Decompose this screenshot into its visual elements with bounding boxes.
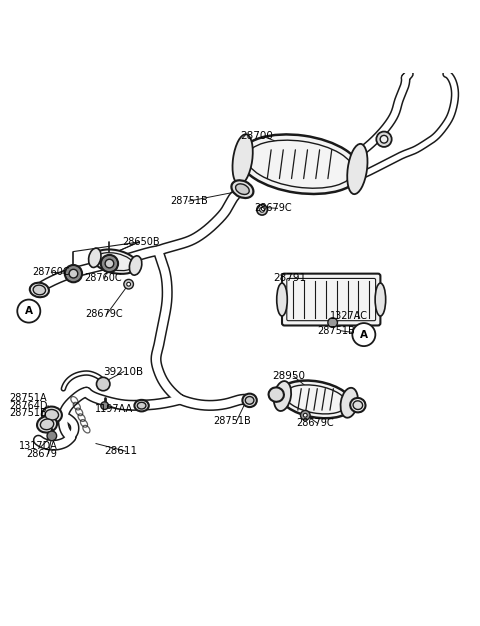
Ellipse shape (353, 401, 362, 409)
Ellipse shape (30, 283, 49, 297)
Ellipse shape (40, 419, 54, 429)
Text: 28764D: 28764D (10, 401, 48, 411)
FancyBboxPatch shape (287, 279, 375, 321)
Ellipse shape (97, 253, 133, 270)
Text: 28751B: 28751B (214, 416, 252, 426)
Circle shape (101, 255, 118, 272)
Circle shape (376, 131, 392, 147)
Text: 28760C: 28760C (33, 267, 70, 277)
FancyBboxPatch shape (282, 274, 380, 326)
Ellipse shape (285, 385, 347, 414)
Circle shape (124, 279, 133, 289)
Circle shape (380, 135, 388, 143)
Circle shape (300, 411, 310, 420)
Circle shape (17, 300, 40, 322)
Text: 1317DA: 1317DA (19, 441, 58, 451)
Ellipse shape (37, 416, 57, 433)
Text: 28679: 28679 (26, 449, 57, 459)
Text: 28679C: 28679C (85, 309, 123, 319)
Ellipse shape (93, 249, 138, 274)
Ellipse shape (274, 381, 291, 411)
Ellipse shape (239, 135, 361, 194)
Text: A: A (360, 330, 368, 339)
Ellipse shape (269, 387, 284, 402)
Circle shape (303, 413, 307, 417)
Text: 28751B: 28751B (10, 408, 48, 418)
Text: 1197AA: 1197AA (95, 404, 133, 414)
Ellipse shape (231, 180, 253, 198)
Text: 39210B: 39210B (103, 367, 144, 377)
Ellipse shape (247, 140, 353, 188)
Ellipse shape (33, 285, 46, 295)
Ellipse shape (347, 144, 368, 194)
Ellipse shape (340, 387, 358, 418)
Ellipse shape (236, 184, 249, 195)
Circle shape (260, 207, 264, 212)
Text: 28751B: 28751B (317, 326, 355, 336)
Circle shape (69, 269, 78, 278)
Text: 1327AC: 1327AC (330, 311, 368, 321)
Ellipse shape (130, 256, 142, 275)
Ellipse shape (375, 283, 385, 316)
Ellipse shape (350, 398, 365, 413)
Ellipse shape (279, 381, 353, 418)
Circle shape (127, 282, 131, 286)
Circle shape (96, 377, 110, 391)
Circle shape (328, 318, 337, 327)
Ellipse shape (45, 409, 59, 420)
Circle shape (352, 323, 375, 346)
Text: 28650B: 28650B (122, 237, 160, 247)
Ellipse shape (276, 283, 287, 316)
Ellipse shape (89, 248, 101, 267)
Text: 28950: 28950 (273, 371, 306, 381)
Circle shape (47, 431, 57, 441)
Text: 28700: 28700 (240, 131, 273, 141)
Text: 28751B: 28751B (170, 196, 208, 206)
Ellipse shape (134, 400, 149, 411)
Ellipse shape (242, 394, 257, 407)
Circle shape (101, 402, 108, 409)
Ellipse shape (245, 396, 254, 404)
Text: 28760C: 28760C (84, 274, 121, 284)
Text: 28751A: 28751A (10, 393, 47, 403)
Ellipse shape (232, 134, 253, 185)
Text: 28611: 28611 (105, 446, 138, 456)
Circle shape (105, 259, 114, 268)
Ellipse shape (42, 406, 62, 423)
Circle shape (257, 205, 267, 215)
Text: A: A (25, 306, 33, 316)
Text: 28679C: 28679C (297, 418, 334, 428)
Text: 28679C: 28679C (254, 203, 292, 213)
Circle shape (65, 265, 82, 282)
Ellipse shape (137, 403, 146, 409)
Text: 28791: 28791 (274, 274, 307, 284)
